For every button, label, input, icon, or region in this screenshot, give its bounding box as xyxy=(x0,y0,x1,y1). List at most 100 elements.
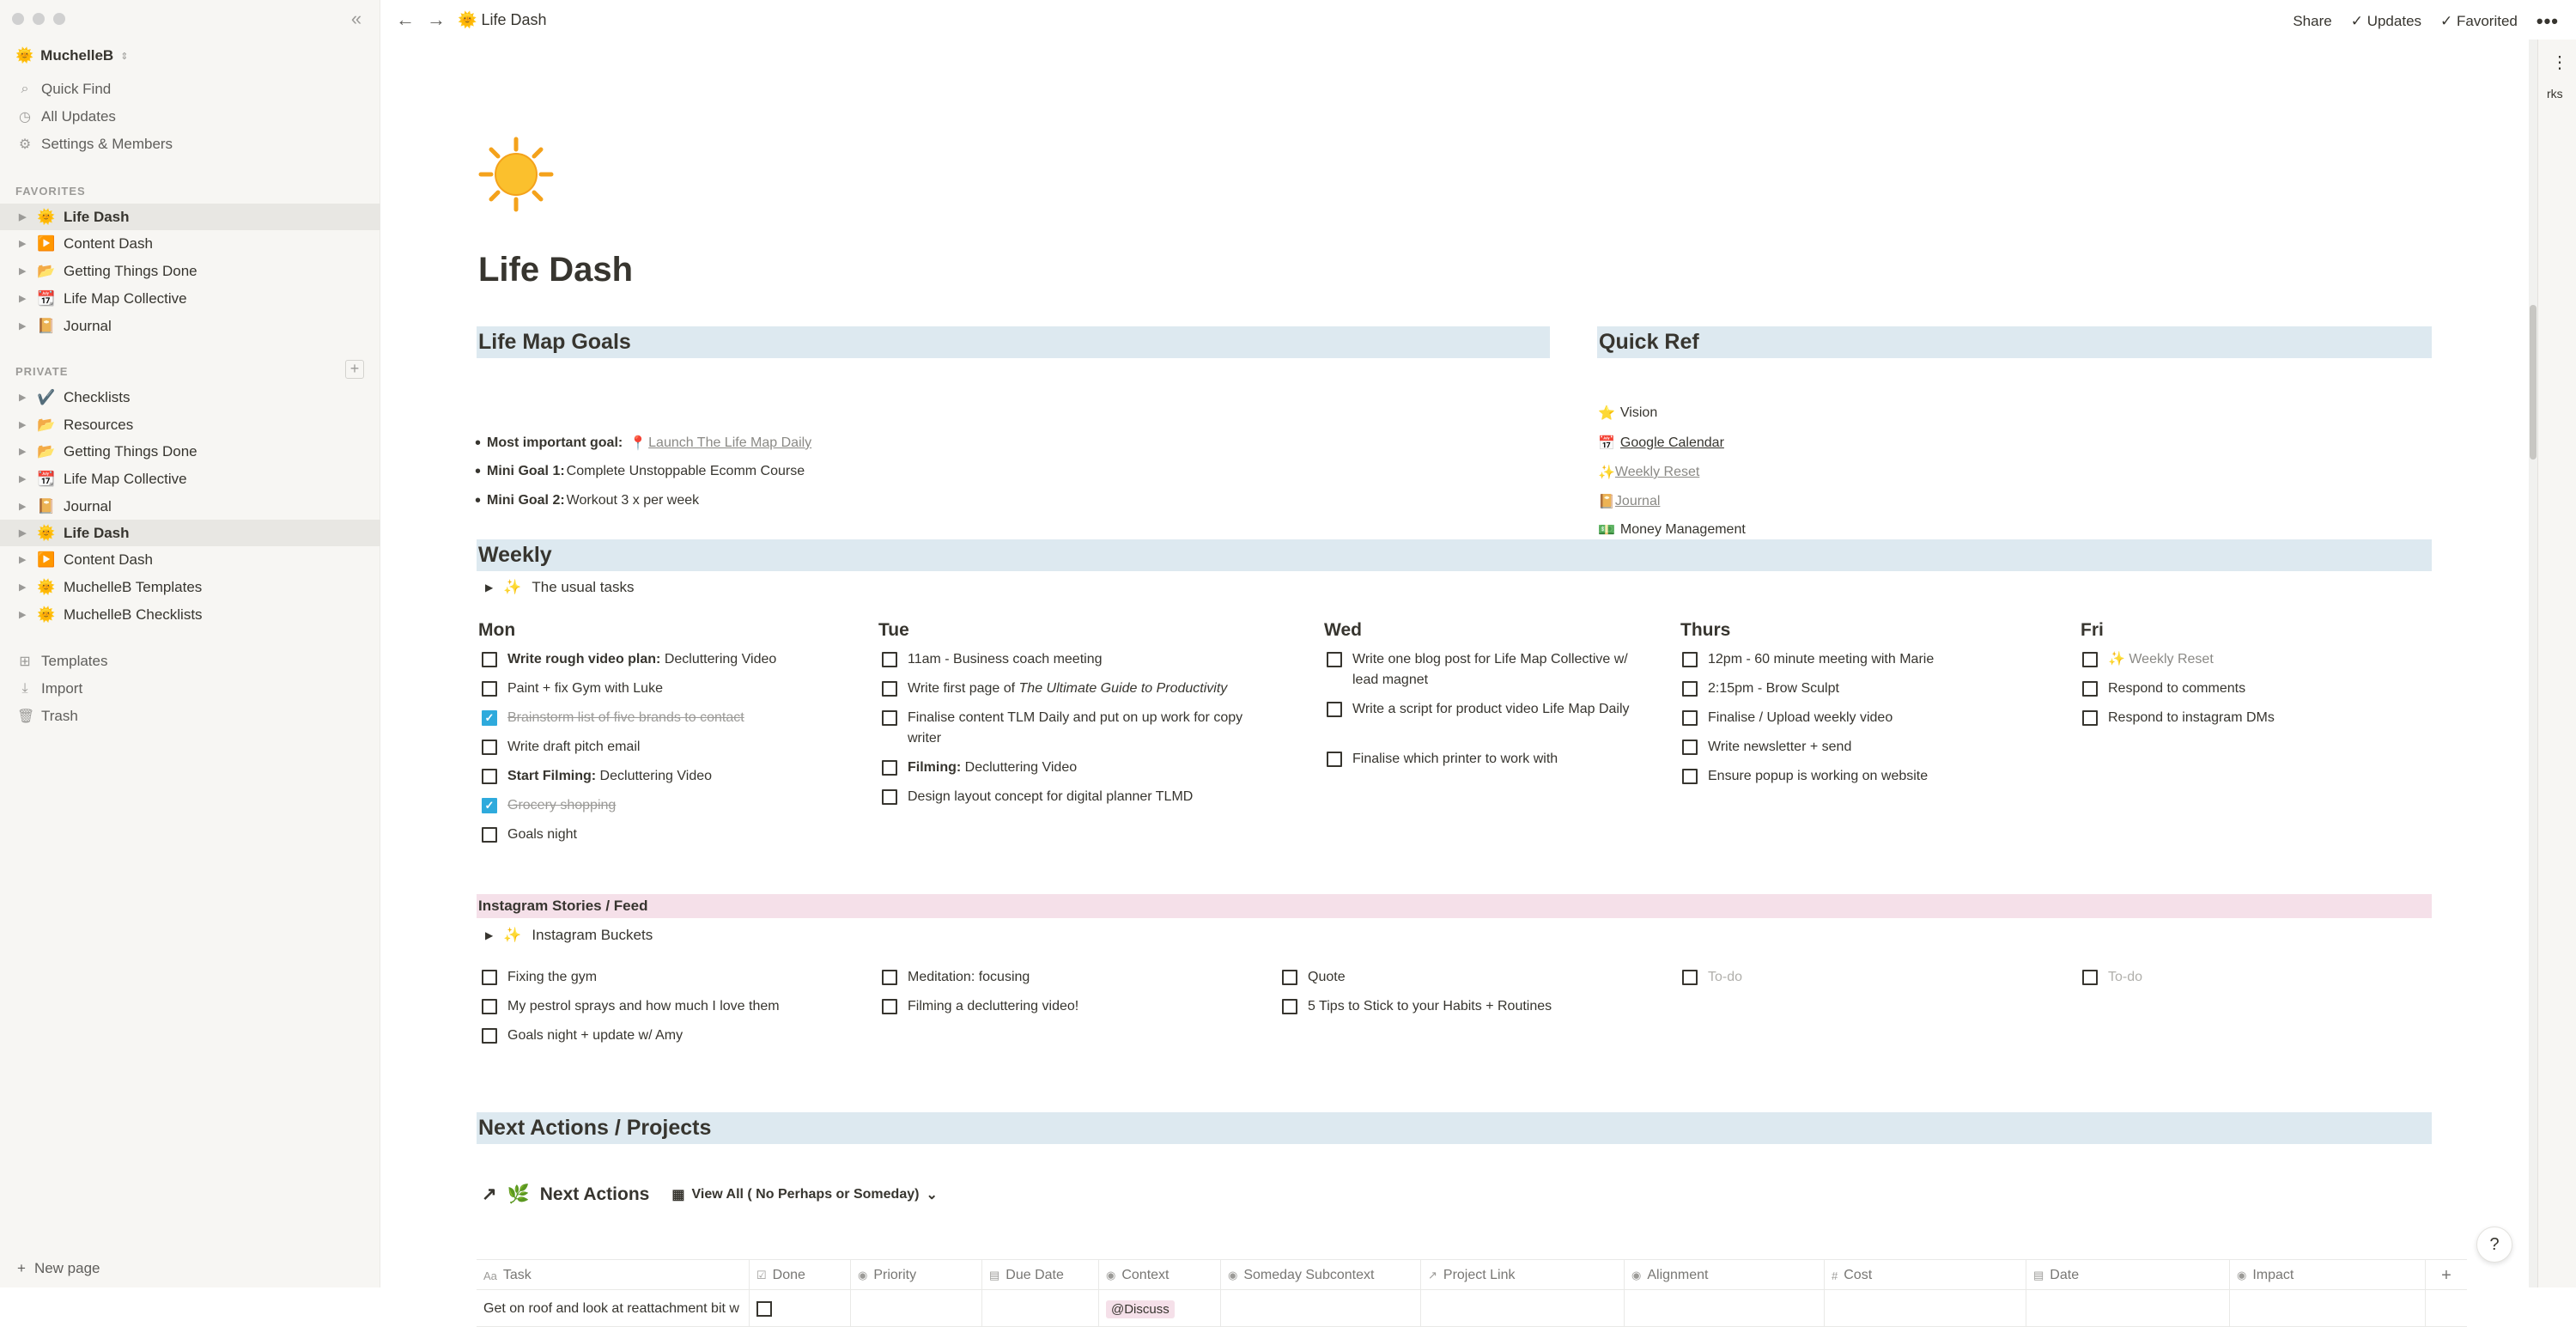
sidebar-item-journal[interactable]: ▶ 📔 Journal xyxy=(0,493,380,520)
todo-item[interactable]: Paint + fix Gym with Luke xyxy=(482,679,851,699)
updates-button[interactable]: ✓ Updates xyxy=(2351,13,2421,30)
page-sun-icon[interactable] xyxy=(477,136,555,213)
column-header[interactable]: ◉ Someday Subcontext xyxy=(1221,1260,1421,1291)
column-header[interactable]: ↗ Project Link xyxy=(1421,1260,1625,1291)
todo-item[interactable]: Design layout concept for digital planne… xyxy=(882,787,1251,807)
todo-item[interactable]: ✓ Brainstorm list of five brands to cont… xyxy=(482,708,851,728)
checkbox[interactable] xyxy=(1682,740,1698,755)
todo-item[interactable]: Finalise / Upload weekly video xyxy=(1682,708,2051,728)
checkbox[interactable] xyxy=(1327,652,1342,667)
minimize-window-button[interactable] xyxy=(33,13,45,25)
todo-item[interactable]: Respond to comments xyxy=(2082,679,2426,699)
cost-cell[interactable] xyxy=(1825,1291,2026,1327)
expand-triangle-icon[interactable]: ▶ xyxy=(19,610,27,620)
todo-item[interactable]: Finalise which printer to work with xyxy=(1327,749,1653,770)
checkbox[interactable] xyxy=(1682,652,1698,667)
goal-link[interactable]: Launch The Life Map Daily xyxy=(648,435,812,450)
date-cell[interactable] xyxy=(2026,1291,2230,1327)
column-header[interactable]: ◉ Context xyxy=(1099,1260,1221,1291)
expand-triangle-icon[interactable]: ▶ xyxy=(19,321,27,332)
checkbox[interactable] xyxy=(882,789,897,805)
someday-subcontext-cell[interactable] xyxy=(1221,1291,1421,1327)
todo-item[interactable]: Meditation: focusing xyxy=(882,967,1251,988)
quickref-journal[interactable]: 📔 Journal xyxy=(1598,493,1660,510)
todo-item[interactable]: 12pm - 60 minute meeting with Marie xyxy=(1682,649,2051,670)
sidebar-item-resources[interactable]: ▶ 📂 Resources xyxy=(0,411,380,438)
todo-placeholder[interactable]: To-do xyxy=(2082,967,2426,988)
settings-members[interactable]: ⚙ Settings & Members xyxy=(0,131,380,158)
view-selector[interactable]: ▦ View All ( No Perhaps or Someday) ⌄ xyxy=(671,1186,938,1203)
context-cell[interactable]: @Discuss xyxy=(1099,1291,1221,1327)
sidebar-item-getting-things-done[interactable]: ▶ 📂 Getting Things Done xyxy=(0,258,380,284)
checkbox[interactable] xyxy=(1327,702,1342,717)
checkbox[interactable] xyxy=(482,999,497,1014)
sidebar-item-muchelleb-checklists[interactable]: ▶ 🌞 MuchelleB Checklists xyxy=(0,601,380,628)
checkbox[interactable] xyxy=(882,652,897,667)
expand-triangle-icon[interactable]: ▶ xyxy=(19,447,27,457)
todo-item[interactable]: 5 Tips to Stick to your Habits + Routine… xyxy=(1282,996,1651,1017)
more-vertical-icon[interactable]: ⋮ xyxy=(2551,53,2568,72)
import[interactable]: ⤓ Import xyxy=(0,675,380,703)
sidebar-item-checklists[interactable]: ▶ ✔️ Checklists xyxy=(0,384,380,411)
column-header[interactable]: ▤ Date xyxy=(2026,1260,2230,1291)
expand-triangle-icon[interactable]: ▶ xyxy=(19,212,27,222)
expand-triangle-icon[interactable]: ▶ xyxy=(19,420,27,430)
sidebar-item-life-map-collective[interactable]: ▶ 📆 Life Map Collective xyxy=(0,285,380,312)
add-column-icon[interactable]: + xyxy=(2441,1265,2451,1285)
usual-tasks-toggle[interactable]: ▶ ✨ The usual tasks xyxy=(485,579,634,596)
todo-item[interactable]: Quote xyxy=(1282,967,1651,988)
new-page-button[interactable]: + New page xyxy=(17,1260,100,1277)
todo-item[interactable]: Ensure popup is working on website xyxy=(1682,766,2051,787)
todo-item[interactable]: Filming a decluttering video! xyxy=(882,996,1251,1017)
checkbox[interactable] xyxy=(482,970,497,985)
task-cell[interactable]: Get on roof and look at reattachment bit… xyxy=(477,1291,750,1327)
instagram-buckets-toggle[interactable]: ▶ ✨ Instagram Buckets xyxy=(485,927,653,944)
share-button[interactable]: Share xyxy=(2293,13,2332,29)
checkbox[interactable] xyxy=(1327,752,1342,767)
breadcrumb[interactable]: 🌞 Life Dash xyxy=(458,11,546,29)
checkbox[interactable] xyxy=(482,769,497,784)
sidebar-item-journal[interactable]: ▶ 📔 Journal xyxy=(0,313,380,339)
todo-item[interactable]: Write first page of The Ultimate Guide t… xyxy=(882,679,1251,699)
checkbox[interactable] xyxy=(482,740,497,755)
impact-cell[interactable] xyxy=(2230,1291,2426,1327)
column-header[interactable]: Aa Task xyxy=(477,1260,750,1291)
quickref-google-calendar[interactable]: 📅 Google Calendar xyxy=(1598,435,1724,452)
quick-find[interactable]: ⌕ Quick Find xyxy=(0,76,380,103)
todo-item[interactable]: Write rough video plan: Decluttering Vid… xyxy=(482,649,851,670)
help-button[interactable]: ? xyxy=(2476,1227,2512,1263)
expand-triangle-icon[interactable]: ▶ xyxy=(19,555,27,565)
checkbox[interactable] xyxy=(1682,970,1698,985)
checkbox[interactable] xyxy=(756,1301,772,1317)
todo-item[interactable]: Goals night + update w/ Amy xyxy=(482,1026,851,1046)
todo-link[interactable]: ✨ Weekly Reset xyxy=(2108,652,2214,667)
expand-triangle-icon[interactable]: ▶ xyxy=(19,393,27,403)
todo-item[interactable]: Start Filming: Decluttering Video xyxy=(482,766,851,787)
sidebar-item-getting-things-done[interactable]: ▶ 📂 Getting Things Done xyxy=(0,438,380,465)
checkbox[interactable] xyxy=(1282,970,1297,985)
todo-item[interactable]: ✨ Weekly Reset xyxy=(2082,649,2426,670)
todo-item[interactable]: Write draft pitch email xyxy=(482,737,851,758)
todo-item[interactable]: Filming: Decluttering Video xyxy=(882,758,1251,778)
checkbox[interactable] xyxy=(882,710,897,726)
sidebar-item-life-dash[interactable]: ▶ 🌞 Life Dash xyxy=(0,520,380,546)
column-header[interactable]: ▤ Due Date xyxy=(982,1260,1099,1291)
checkbox[interactable] xyxy=(2082,652,2098,667)
expand-triangle-icon[interactable]: ▶ xyxy=(19,266,27,277)
toggle-triangle-icon[interactable]: ▶ xyxy=(485,929,494,941)
table-row[interactable]: Get on roof and look at reattachment bit… xyxy=(477,1291,2467,1327)
todo-placeholder[interactable]: To-do xyxy=(1682,967,2051,988)
column-header[interactable]: ◉ Impact xyxy=(2230,1260,2426,1291)
column-header[interactable]: # Cost xyxy=(1825,1260,2026,1291)
all-updates[interactable]: ◷ All Updates xyxy=(0,103,380,131)
sidebar-item-content-dash[interactable]: ▶ ▶️ Content Dash xyxy=(0,230,380,257)
checkbox[interactable] xyxy=(482,681,497,697)
checkbox[interactable] xyxy=(2082,970,2098,985)
expand-triangle-icon[interactable]: ▶ xyxy=(19,502,27,512)
checkbox[interactable] xyxy=(1282,999,1297,1014)
expand-triangle-icon[interactable]: ▶ xyxy=(19,582,27,593)
alignment-cell[interactable] xyxy=(1625,1291,1825,1327)
scrollbar-track[interactable] xyxy=(2529,40,2537,1287)
checkbox[interactable] xyxy=(2082,710,2098,726)
page-title[interactable]: Life Dash xyxy=(478,251,634,289)
